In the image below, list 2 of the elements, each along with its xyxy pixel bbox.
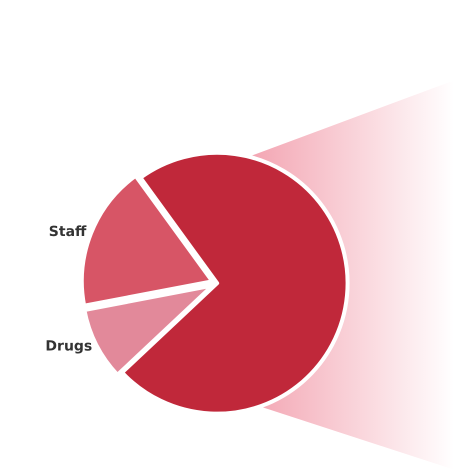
slice-label: Staff [48,224,88,240]
slice-label: Drugs [45,338,92,354]
